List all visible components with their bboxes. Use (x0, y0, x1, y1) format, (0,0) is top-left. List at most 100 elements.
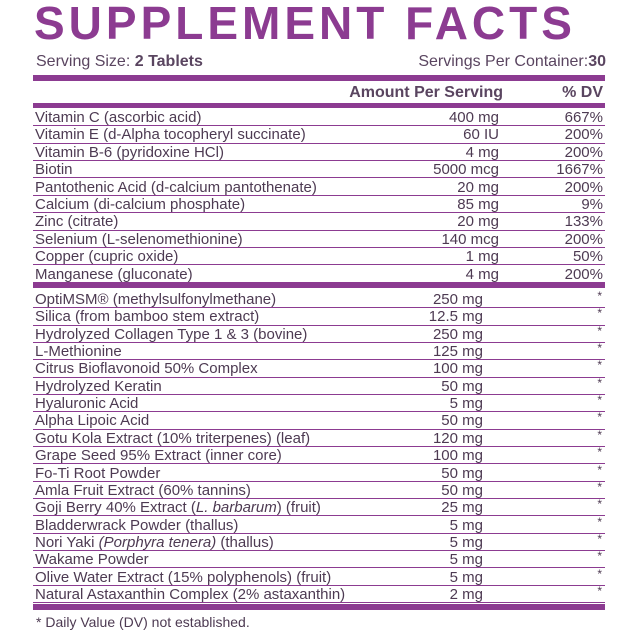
servings: Servings Per Container:30 (418, 53, 606, 71)
cell: Selenium (L-selenomethionine) (35, 230, 243, 248)
name-part: Hydrolyzed Keratin (35, 377, 162, 395)
cell: * (597, 531, 602, 546)
cell: 2 mg (449, 585, 483, 603)
ingredient-row: Natural Astaxanthin Complex (2% astaxant… (33, 583, 605, 604)
cell: 5000 mcg (433, 161, 499, 179)
cell: 100 mg (432, 447, 483, 465)
ingredient-name: Fo-Ti Root Powder (35, 465, 160, 482)
title: SUPPLEMENT FACTS (34, 0, 576, 49)
name-part: Nori Yaki (35, 533, 99, 551)
cell: 133% (564, 213, 603, 231)
cell: 5 mg (449, 551, 483, 569)
cell: * (597, 583, 602, 598)
ingredient-row: Wakame Powder 5 mg * (33, 549, 605, 569)
footnote: * Daily Value (DV) not established. (36, 614, 250, 630)
nutrient-row: Vitamin E (d-Alpha tocopheryl succinate)… (33, 126, 605, 144)
nutrient-row: Biotin 5000 mcg 1667% (33, 161, 605, 179)
cell: 5 mg (449, 395, 483, 413)
cell: * (597, 358, 602, 373)
ingredient-name: Grape Seed 95% Extract (inner core) (35, 447, 282, 464)
name-part: (thallus) (216, 533, 274, 551)
cell: 100 mg (432, 360, 483, 378)
cell: * (597, 549, 602, 564)
cell: 5 mg (449, 568, 483, 586)
cell: 12.5 mg (428, 308, 483, 326)
ingredient-row: Hydrolyzed Collagen Type 1 & 3 (bovine) 2… (33, 323, 605, 343)
cell: * (597, 479, 602, 494)
name-part: Grape Seed 95% Extract (inner core) (35, 447, 282, 465)
name-part: Gotu Kola Extract (10% triterpenes) (lea… (35, 429, 311, 447)
cell: * (597, 375, 602, 390)
cell: 140 mcg (441, 230, 499, 248)
name-part: Citrus Bioflavonoid 50% Complex (35, 360, 258, 378)
ingredient-row: Fo-Ti Root Powder 50 mg * (33, 462, 605, 482)
value: 30 (588, 53, 606, 70)
cell: * (597, 427, 602, 442)
ingredient-name: Wakame Powder (35, 551, 149, 568)
name-part: Hydrolyzed Collagen Type 1 & 3 (bovine) (35, 325, 308, 343)
cell: 5 mg (449, 516, 483, 534)
ingredient-name: Olive Water Extract (15% polyphenols) (f… (35, 569, 331, 586)
ingredient-name: OptiMSM® (methylsulfonylmethane) (35, 291, 276, 308)
name-part: Natural Astaxanthin Complex (2% astaxant… (35, 585, 346, 603)
cell: * (597, 445, 602, 460)
cell: Zinc (citrate) (35, 213, 119, 231)
cell: * (597, 393, 602, 408)
ingredient-name: Citrus Bioflavonoid 50% Complex (35, 360, 258, 377)
nutrient-row: Vitamin B-6 (pyridoxine HCl) 4 mg 200% (33, 144, 605, 161)
name-part: ) (fruit) (276, 499, 321, 517)
cell: * (597, 514, 602, 529)
cell: 667% (564, 109, 603, 126)
cell: * (597, 462, 602, 477)
cell: * (597, 323, 602, 338)
name-part: OptiMSM® (methylsulfonylmethane) (35, 291, 277, 308)
cell: * (597, 497, 602, 512)
cell: 200% (564, 230, 603, 248)
cell: 50 mg (441, 412, 483, 430)
cell: 20 mg (457, 178, 499, 196)
cell: Vitamin C (ascorbic acid) (35, 109, 202, 126)
name-part: Goji Berry 40% Extract ( (35, 499, 196, 517)
cell: Vitamin E (d-Alpha tocopheryl succinate) (35, 126, 306, 144)
cell: 4 mg (465, 143, 499, 161)
cell: Vitamin B-6 (pyridoxine HCl) (35, 143, 224, 161)
ingredient-name: Hyaluronic Acid (35, 395, 138, 412)
cell: Manganese (gluconate) (35, 265, 193, 283)
cell: 60 IU (463, 126, 499, 144)
name-part: Silica (from bamboo stem extract) (35, 308, 260, 326)
ingredient-name: Hydrolyzed Keratin (35, 378, 162, 395)
ingredient-name: Natural Astaxanthin Complex (2% astaxant… (35, 586, 345, 603)
cell: 25 mg (441, 499, 483, 517)
cell: Biotin (35, 161, 73, 179)
nutrient-row: Pantothenic Acid (d-calcium pantothenate… (33, 179, 605, 196)
cell: 200% (564, 126, 603, 144)
cell: * (597, 410, 602, 425)
ingredient-row: Hyaluronic Acid 5 mg * (33, 393, 605, 413)
cell: 4 mg (465, 265, 499, 283)
cell: Pantothenic Acid (d-calcium pantothenate… (35, 178, 317, 196)
ingredient-row: Citrus Bioflavonoid 50% Complex 100 mg * (33, 358, 605, 378)
name-part: Fo-Ti Root Powder (35, 464, 161, 482)
cell: * (597, 341, 602, 356)
cell: 85 mg (457, 196, 499, 213)
ingredient-name: Amla Fruit Extract (60% tannins) (35, 482, 251, 499)
serving-size: Serving Size: 2 Tablets (36, 53, 203, 71)
cell: 200% (564, 178, 603, 196)
ingredient-name: Silica (from bamboo stem extract) (35, 308, 259, 325)
cell: * (597, 306, 602, 321)
name-part: (Porphyra tenera) (98, 533, 217, 551)
ingredient-row: Hydrolyzed Keratin 50 mg * (33, 375, 605, 395)
divider (33, 283, 605, 288)
ingredient-row: Amla Fruit Extract (60% tannins) 50 mg * (33, 479, 605, 500)
ingredient-name: Nori Yaki (Porphyra tenera) (thallus) (35, 534, 274, 551)
nutrient-row: Manganese (gluconate) 4 mg 200% (33, 266, 605, 283)
cell: 9% (581, 196, 603, 213)
label: Serving Size: (36, 53, 131, 70)
nutrient-row: Copper (cupric oxide) 1 mg 50% (33, 248, 605, 266)
name-part: Hyaluronic Acid (35, 395, 139, 413)
cell: Calcium (di-calcium phosphate) (35, 196, 246, 213)
ingredient-name: Hydrolyzed Collagen Type 1 & 3 (bovine) (35, 326, 307, 343)
name-part: Amla Fruit Extract (60% tannins) (35, 481, 251, 499)
cell: * (597, 566, 602, 581)
